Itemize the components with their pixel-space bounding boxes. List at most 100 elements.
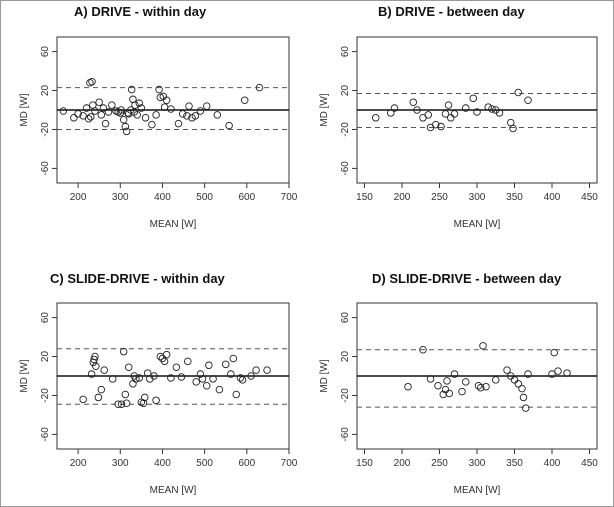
data-point — [183, 112, 191, 120]
data-point — [117, 400, 126, 408]
y-tick-label: 20 — [340, 85, 351, 97]
x-tick-label: 400 — [544, 458, 561, 469]
data-point — [135, 99, 144, 107]
panel-1: A) DRIVE - within day 200 300 400 500 600 700 -… — [19, 4, 298, 230]
data-point — [82, 104, 91, 112]
data-point — [447, 114, 455, 122]
data-point — [92, 362, 100, 371]
data-point — [132, 375, 140, 383]
y-tick-label: -60 — [40, 161, 51, 176]
data-point — [124, 110, 133, 118]
data-point — [150, 372, 158, 380]
x-tick-label: 500 — [196, 458, 213, 469]
data-point — [445, 389, 454, 398]
data-point — [507, 372, 515, 380]
data-point — [514, 88, 523, 97]
data-point — [108, 375, 117, 383]
x-tick-label: 200 — [394, 192, 411, 203]
x-tick-label: 200 — [70, 458, 87, 469]
y-tick-label: -20 — [340, 388, 351, 403]
x-tick-label: 500 — [196, 192, 213, 203]
data-point — [524, 370, 532, 378]
data-point — [426, 375, 435, 383]
data-point — [444, 101, 453, 109]
y-tick-label: -20 — [340, 122, 351, 137]
data-point — [167, 105, 175, 113]
x-tick-label: 400 — [154, 192, 171, 203]
data-point — [372, 114, 380, 122]
data-point — [413, 106, 421, 114]
data-point — [477, 383, 485, 392]
data-point — [116, 109, 125, 117]
panel-title: B) DRIVE - between day — [378, 4, 525, 19]
x-tick-label: 700 — [281, 192, 298, 203]
data-point — [104, 108, 113, 116]
data-point — [495, 109, 504, 117]
x-axis-label: MEAN [W] — [150, 219, 197, 230]
data-point — [184, 357, 192, 366]
data-point — [121, 122, 130, 131]
data-point — [122, 399, 131, 408]
data-point — [563, 369, 571, 377]
y-axis-label: MD [W] — [319, 93, 330, 127]
data-point — [225, 121, 233, 130]
data-point — [227, 370, 235, 378]
y-axis-label: MD [W] — [19, 93, 30, 127]
data-point — [100, 366, 108, 374]
data-point — [156, 93, 165, 102]
y-axis-label: MD [W] — [319, 359, 330, 393]
x-tick-label: 400 — [544, 192, 561, 203]
panel-2: B) DRIVE - between day 150 200 250 300 350 400… — [319, 4, 598, 230]
data-point — [202, 102, 211, 110]
y-tick-label: 60 — [40, 312, 51, 324]
data-point — [155, 85, 163, 94]
y-axis-label: MD [W] — [19, 359, 30, 393]
x-tick-label: 450 — [581, 192, 598, 203]
data-point — [519, 393, 528, 402]
data-point — [404, 382, 412, 391]
x-tick-label: 150 — [356, 458, 373, 469]
data-point — [550, 348, 559, 357]
data-point — [114, 400, 122, 408]
data-point — [74, 110, 82, 118]
data-point — [167, 374, 175, 382]
data-point — [441, 110, 450, 118]
data-point — [240, 96, 249, 105]
y-tick-label: -60 — [340, 161, 351, 176]
data-point — [162, 350, 171, 359]
data-point — [213, 111, 222, 119]
data-point — [137, 104, 146, 112]
y-tick-label: -20 — [40, 122, 51, 137]
x-tick-label: 300 — [469, 458, 486, 469]
data-point — [488, 105, 496, 113]
data-point — [131, 101, 139, 109]
x-tick-label: 350 — [506, 192, 523, 203]
data-point — [458, 387, 466, 396]
data-point — [119, 347, 128, 356]
x-axis-label: MEAN [W] — [454, 219, 501, 230]
data-point — [94, 393, 103, 402]
data-point — [409, 98, 418, 106]
x-tick-label: 350 — [506, 458, 523, 469]
data-point — [88, 78, 96, 86]
data-point — [174, 119, 183, 128]
x-tick-label: 300 — [112, 458, 129, 469]
y-tick-label: 60 — [40, 46, 51, 58]
data-point — [419, 345, 427, 354]
data-point — [129, 380, 137, 388]
data-point — [87, 370, 96, 378]
data-point — [95, 98, 103, 106]
x-tick-label: 300 — [469, 192, 486, 203]
data-point — [97, 111, 106, 119]
panel-title: D) SLIDE-DRIVE - between day — [372, 271, 562, 286]
data-point — [252, 366, 260, 374]
data-point — [101, 119, 110, 128]
data-point — [503, 366, 511, 374]
data-point — [178, 110, 187, 118]
data-point — [133, 111, 141, 119]
data-point — [135, 374, 144, 382]
x-tick-label: 700 — [281, 458, 298, 469]
x-axis-label: MEAN [W] — [454, 485, 501, 496]
x-tick-label: 600 — [238, 192, 255, 203]
data-point — [90, 355, 98, 364]
